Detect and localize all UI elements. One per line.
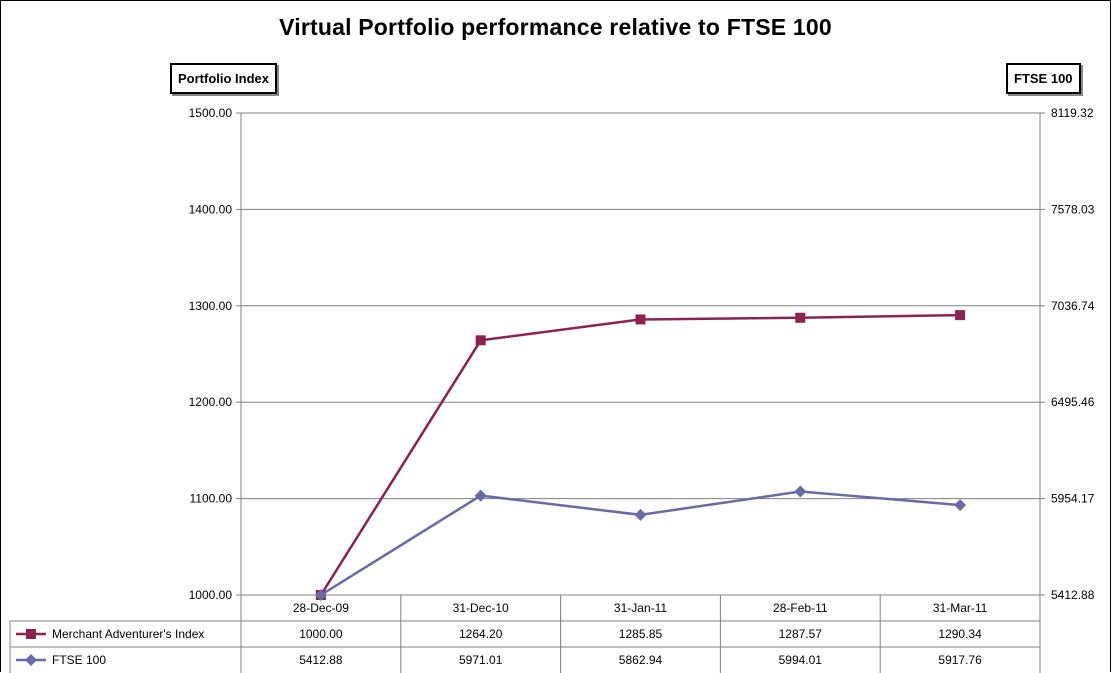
data-label-1: 5412.88 <box>299 653 343 667</box>
data-point-1 <box>794 485 807 498</box>
x-tick-label: 31-Mar-11 <box>933 601 988 615</box>
right-axis-title: FTSE 100 <box>1006 63 1081 94</box>
left-tick-label: 1100.00 <box>190 492 233 506</box>
data-label-1: 5971.01 <box>459 653 503 667</box>
data-label-0: 1285.85 <box>619 627 663 641</box>
x-tick-label: 31-Dec-10 <box>453 601 509 615</box>
data-point-0 <box>955 310 966 321</box>
data-label-0: 1287.57 <box>779 627 823 641</box>
left-tick-label: 1500.00 <box>189 106 233 120</box>
right-tick-label: 6495.46 <box>1051 395 1095 409</box>
left-tick-label: 1200.00 <box>189 395 233 409</box>
x-tick-label: 28-Dec-09 <box>293 601 349 615</box>
left-tick-label: 1000.00 <box>189 588 233 602</box>
data-point-0 <box>635 314 646 325</box>
legend-label-1: FTSE 100 <box>52 653 106 667</box>
legend-marker-1 <box>25 654 37 666</box>
series-line-0 <box>319 313 961 596</box>
data-label-1: 5994.01 <box>779 653 823 667</box>
legend-label-0: Merchant Adventurer's Index <box>52 627 204 641</box>
data-point-0 <box>795 312 806 323</box>
right-tick-label: 7578.03 <box>1051 202 1095 216</box>
right-tick-label: 8119.32 <box>1051 106 1094 120</box>
legend-marker-0 <box>26 629 36 639</box>
data-point-1 <box>314 589 327 601</box>
data-label-1: 5917.76 <box>938 653 982 667</box>
data-point-1 <box>954 499 967 512</box>
data-label-1: 5862.94 <box>619 653 663 667</box>
left-tick-label: 1400.00 <box>189 202 233 216</box>
data-label-0: 1264.20 <box>459 627 503 641</box>
series-line-1 <box>320 490 961 597</box>
right-tick-label: 5954.17 <box>1051 492 1095 506</box>
data-point-1 <box>634 508 647 521</box>
data-label-0: 1000.00 <box>299 627 343 641</box>
x-tick-label: 31-Jan-11 <box>614 601 667 615</box>
data-label-0: 1290.34 <box>938 627 982 641</box>
right-tick-label: 7036.74 <box>1051 299 1095 313</box>
data-point-1 <box>474 489 487 502</box>
plot-area <box>240 112 1041 596</box>
data-point-0 <box>475 335 486 346</box>
left-axis-title: Portfolio Index <box>170 63 277 94</box>
x-tick-label: 28-Feb-11 <box>773 601 828 615</box>
right-tick-label: 5412.88 <box>1051 588 1095 602</box>
chart-title: Virtual Portfolio performance relative t… <box>279 14 832 40</box>
left-tick-label: 1300.00 <box>189 299 233 313</box>
